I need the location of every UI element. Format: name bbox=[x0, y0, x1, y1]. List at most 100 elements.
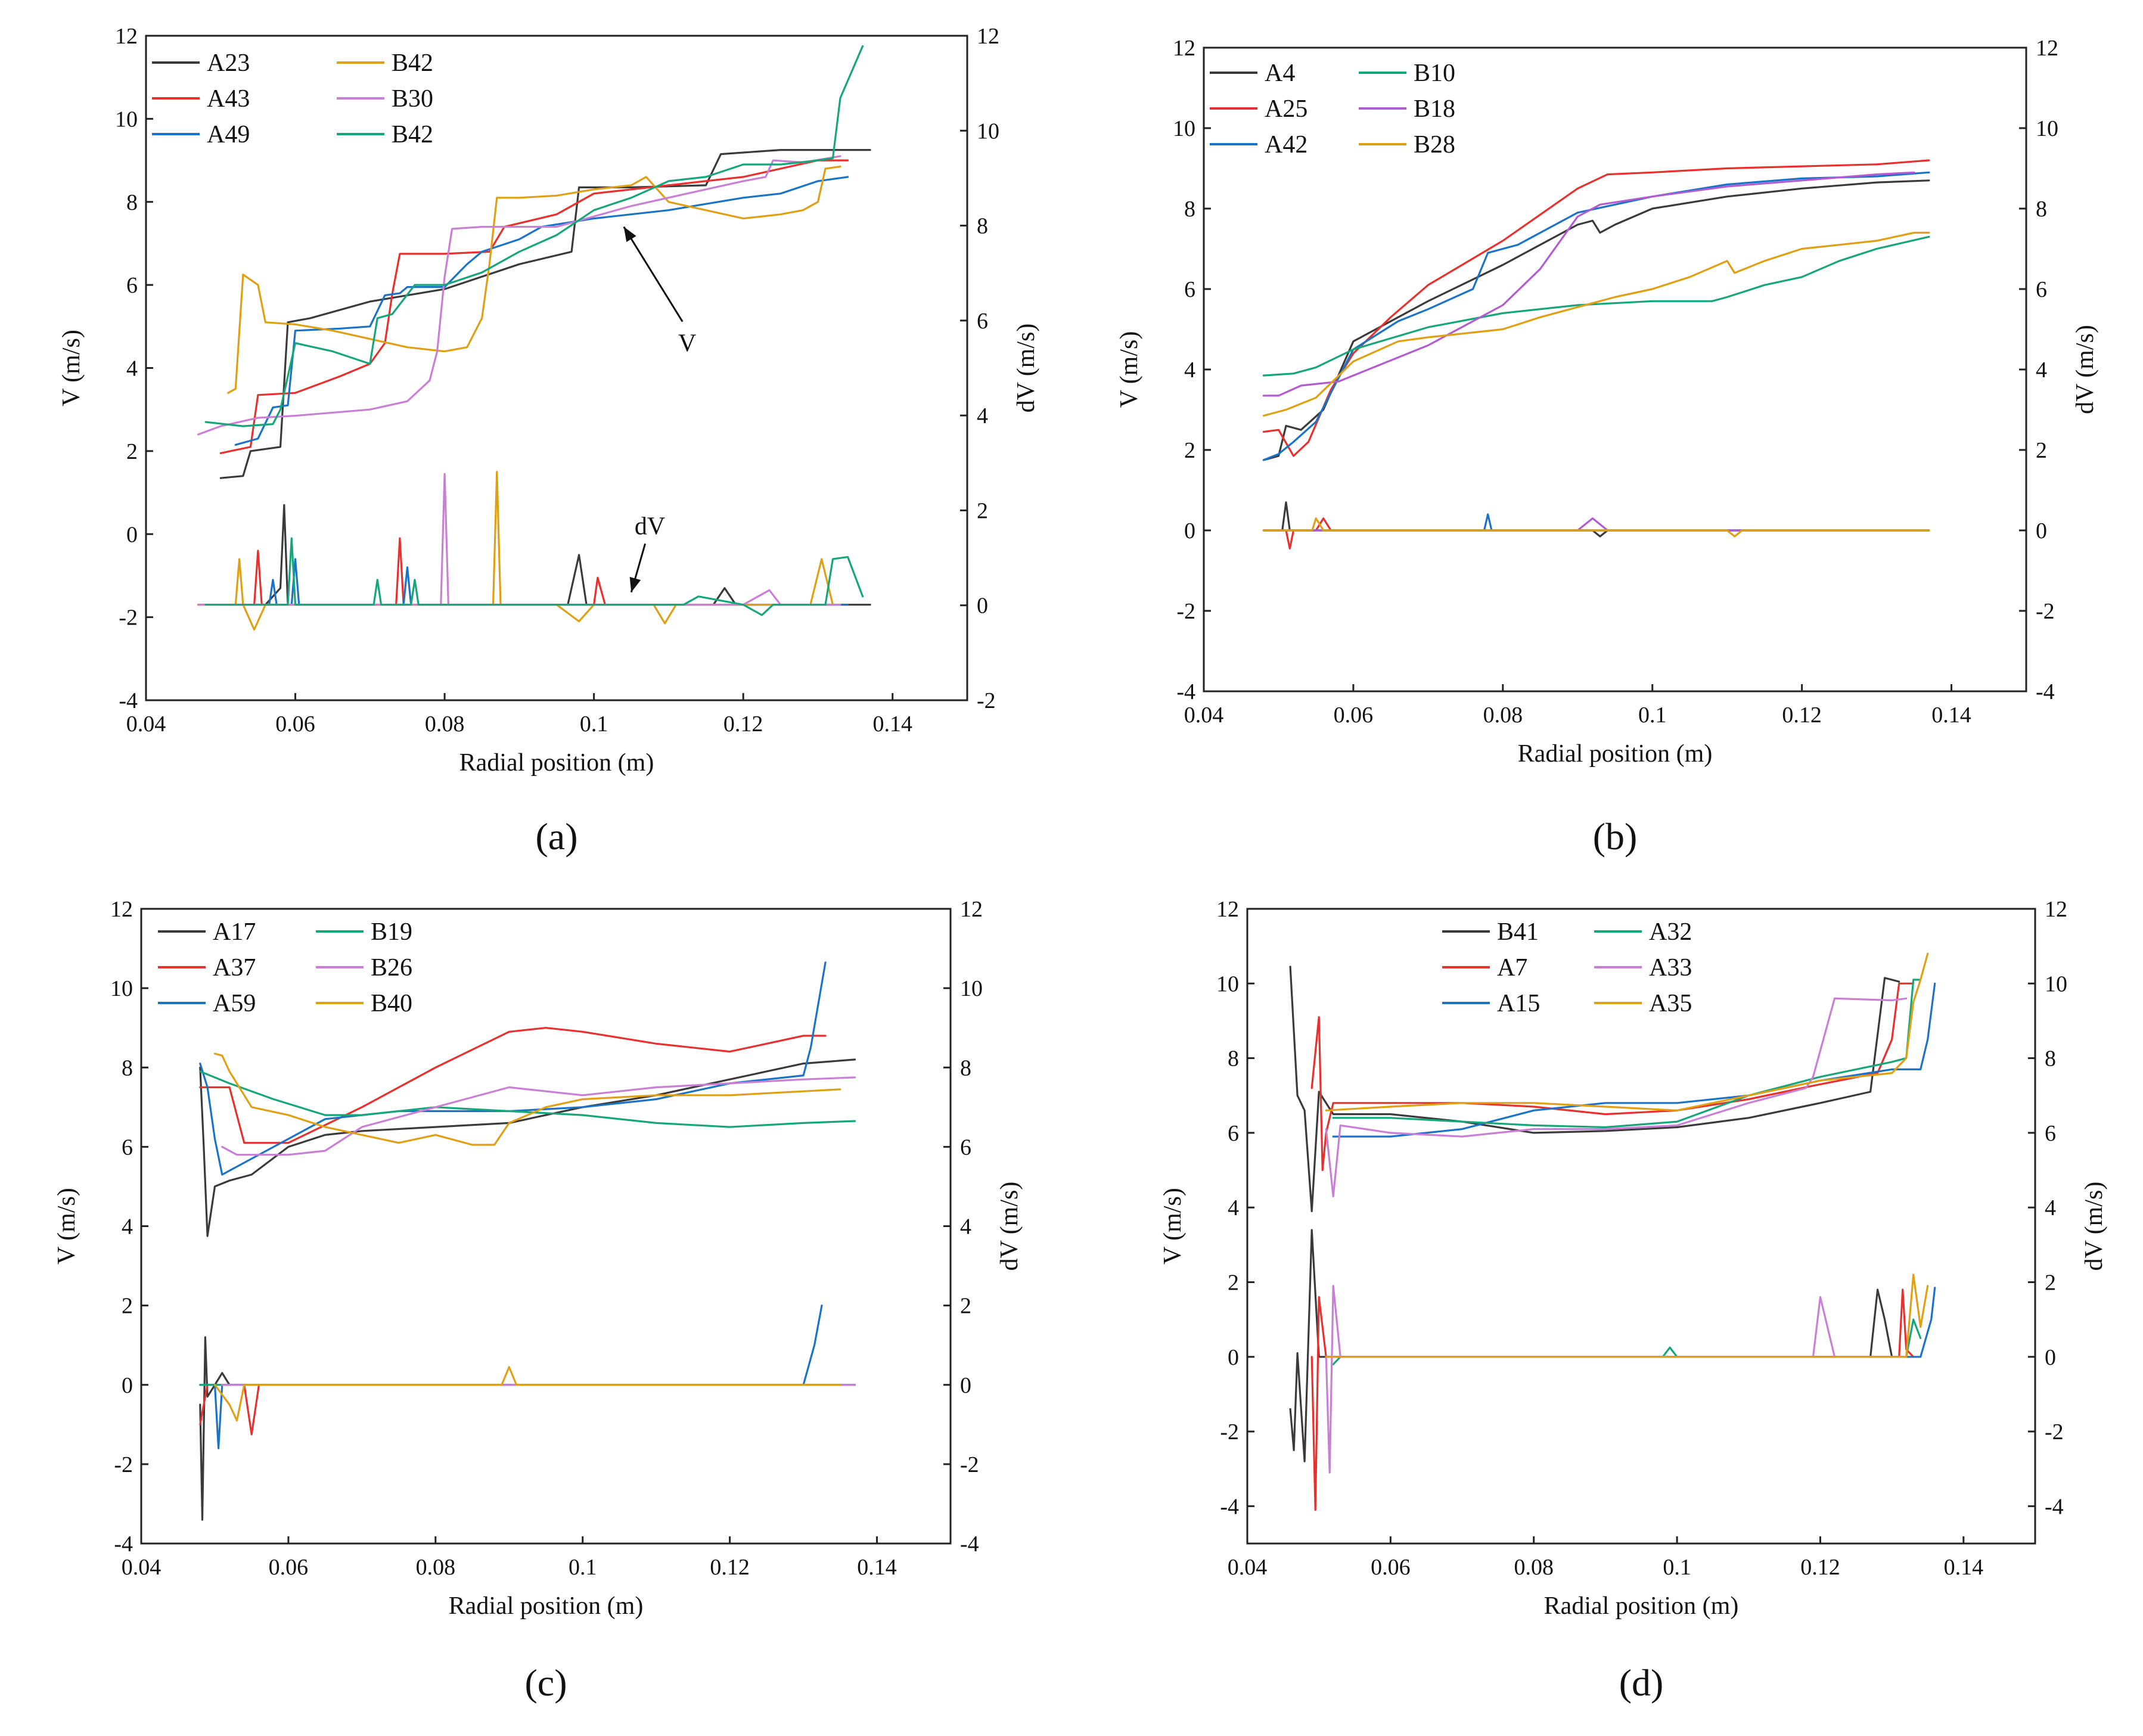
x-tick-label: 0.1 bbox=[580, 712, 608, 737]
y-tick-label: 0 bbox=[126, 522, 138, 547]
y-tick-label: 4 bbox=[1228, 1195, 1239, 1221]
y2-axis-label: dV (m/s) bbox=[2071, 325, 2099, 414]
x-tick-label: 0.06 bbox=[1371, 1555, 1411, 1580]
panel-label: (c) bbox=[524, 1662, 567, 1704]
series-A37-dv-line bbox=[199, 1384, 827, 1436]
series-A43-dv-line bbox=[197, 537, 849, 606]
series-B30-v-line bbox=[197, 155, 841, 436]
x-tick-label: 0.04 bbox=[126, 712, 166, 737]
y2-tick-label: 10 bbox=[960, 976, 983, 1001]
legend-label: B42 bbox=[392, 49, 433, 77]
series-A23-dv-line bbox=[219, 504, 871, 606]
y2-tick-label: 12 bbox=[960, 897, 983, 922]
legend-label: B40 bbox=[371, 990, 412, 1017]
plot-frame bbox=[1246, 908, 2036, 1545]
y2-axis-label: dV (m/s) bbox=[996, 1182, 1023, 1271]
y-tick-label: 10 bbox=[1173, 116, 1195, 141]
y-tick-label: 12 bbox=[1173, 36, 1195, 61]
y-tick-label: -4 bbox=[1176, 679, 1195, 704]
legend-label: A17 bbox=[213, 918, 256, 946]
x-tick-label: 0.06 bbox=[269, 1555, 309, 1580]
y-tick-label: 12 bbox=[1216, 897, 1239, 922]
y-tick-label: 10 bbox=[110, 976, 133, 1001]
x-tick-label: 0.06 bbox=[275, 712, 315, 737]
legend-label: B28 bbox=[1414, 131, 1455, 159]
y2-tick-label: 6 bbox=[2045, 1121, 2056, 1146]
x-tick-label: 0.1 bbox=[1663, 1555, 1691, 1580]
y-tick-label: -4 bbox=[119, 688, 138, 713]
legend-label: B10 bbox=[1414, 60, 1455, 87]
series-A35-dv-line bbox=[1325, 1274, 1929, 1358]
y-tick-label: 2 bbox=[1228, 1270, 1239, 1295]
y-tick-label: 6 bbox=[1228, 1121, 1239, 1146]
series-A59-dv-line bbox=[199, 1305, 823, 1449]
panel-a: 0.04 0.06 0.08 0.1 0.12 0.14 -4 -2 0 2 4 6 8 10 12 -2 0 2… bbox=[58, 24, 1040, 858]
legend-label: B42 bbox=[392, 121, 433, 148]
x-tick-label: 0.14 bbox=[857, 1555, 897, 1580]
plot-frame bbox=[140, 908, 952, 1545]
series-A42-v-line bbox=[1262, 171, 1930, 461]
y-tick-label: 12 bbox=[110, 897, 133, 922]
legend-label: A15 bbox=[1497, 990, 1540, 1017]
y2-tick-label: -4 bbox=[2045, 1494, 2064, 1519]
annotation-label: dV bbox=[635, 513, 665, 540]
y2-tick-label: -2 bbox=[2045, 1420, 2064, 1445]
y2-axis-label: dV (m/s) bbox=[2080, 1182, 2108, 1271]
series-A49-v-line bbox=[234, 176, 849, 446]
series-A25-v-line bbox=[1262, 159, 1930, 457]
legend-label: A37 bbox=[213, 954, 256, 982]
x-tick-label: 0.08 bbox=[425, 712, 465, 737]
series-A15-v-line bbox=[1332, 982, 1936, 1138]
y-tick-label: -4 bbox=[114, 1532, 133, 1557]
y2-tick-label: 10 bbox=[2036, 116, 2058, 141]
y2-tick-label: 4 bbox=[2036, 358, 2047, 383]
legend-label: A25 bbox=[1265, 95, 1307, 123]
y-tick-label: 0 bbox=[1228, 1345, 1239, 1370]
y-tick-label: -2 bbox=[1176, 599, 1195, 624]
y-tick-label: -4 bbox=[1220, 1494, 1239, 1519]
panel-c: 0.04 0.06 0.08 0.1 0.12 0.14 -4 -2 0 2 4 6 8 10 12 -4 -2… bbox=[53, 897, 1023, 1704]
y-tick-label: 2 bbox=[1184, 438, 1195, 463]
series-B41-v-line bbox=[1289, 965, 1900, 1213]
y-tick-label: 6 bbox=[1184, 277, 1195, 302]
x-axis-label: Radial position (m) bbox=[459, 749, 654, 777]
y-axis-label: V (m/s) bbox=[1116, 331, 1143, 408]
x-tick-label: 0.14 bbox=[1944, 1555, 1984, 1580]
annotation-arrowhead bbox=[623, 226, 636, 243]
legend-label: B30 bbox=[392, 85, 433, 113]
panel-b: 0.04 0.06 0.08 0.1 0.12 0.14 -4 -2 0 2 4 6 8 10 12 -4 -2… bbox=[1116, 36, 2099, 858]
y-tick-label: 8 bbox=[1184, 197, 1195, 222]
series-A17-v-line bbox=[199, 1058, 856, 1237]
series-B10-v-line bbox=[1262, 235, 1930, 377]
y2-tick-label: 0 bbox=[2045, 1345, 2056, 1370]
x-tick-label: 0.14 bbox=[1931, 703, 1971, 728]
y2-tick-label: -2 bbox=[977, 688, 996, 713]
legend-label: A43 bbox=[207, 85, 250, 113]
y-tick-label: 6 bbox=[126, 273, 138, 298]
series-B19-v-line bbox=[199, 1070, 856, 1128]
series-A33-v-line bbox=[1325, 997, 1908, 1198]
legend-label: A35 bbox=[1649, 990, 1692, 1017]
y2-tick-label: 0 bbox=[960, 1373, 971, 1398]
legend-label: B19 bbox=[371, 918, 412, 946]
y-tick-label: 0 bbox=[122, 1373, 133, 1398]
y-tick-label: 8 bbox=[122, 1055, 133, 1080]
legend-label: A59 bbox=[213, 990, 256, 1017]
y-tick-label: 12 bbox=[115, 24, 138, 49]
y2-tick-label: 6 bbox=[960, 1135, 971, 1160]
y-axis-label: V (m/s) bbox=[1159, 1188, 1187, 1265]
series-A23-v-line bbox=[219, 149, 871, 479]
x-tick-label: 0.1 bbox=[1638, 703, 1667, 728]
y-tick-label: 6 bbox=[122, 1135, 133, 1160]
y2-tick-label: 2 bbox=[977, 498, 988, 523]
y-tick-label: 2 bbox=[122, 1294, 133, 1319]
legend-label: B41 bbox=[1497, 918, 1539, 946]
y2-tick-label: 12 bbox=[2045, 897, 2067, 922]
x-tick-label: 0.04 bbox=[1184, 703, 1224, 728]
y-axis-label: V (m/s) bbox=[58, 330, 85, 406]
y2-tick-label: 6 bbox=[977, 309, 988, 334]
panel-label: (d) bbox=[1619, 1662, 1664, 1704]
x-tick-label: 0.14 bbox=[872, 712, 912, 737]
panel-label: (b) bbox=[1593, 815, 1638, 858]
